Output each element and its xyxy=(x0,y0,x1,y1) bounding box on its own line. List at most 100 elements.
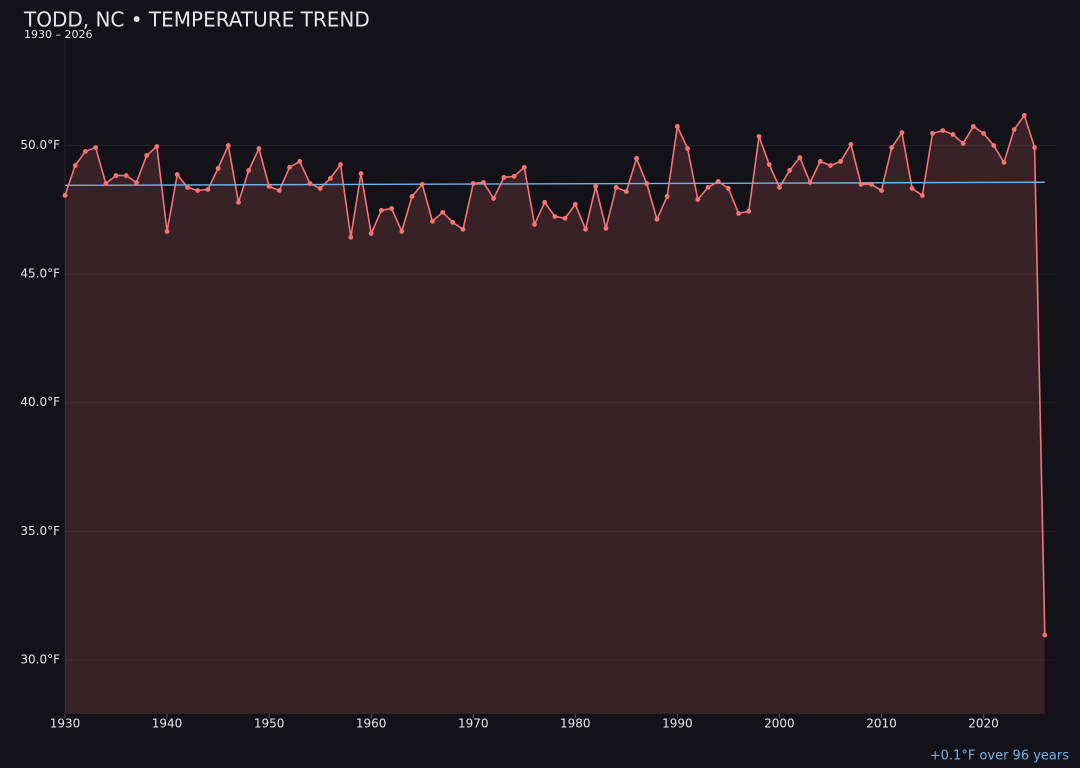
point xyxy=(134,180,139,185)
point xyxy=(613,185,619,190)
point xyxy=(603,225,609,231)
point xyxy=(470,181,476,186)
point xyxy=(154,144,160,149)
point xyxy=(930,130,935,136)
point xyxy=(62,192,68,198)
point xyxy=(838,159,844,164)
point xyxy=(960,141,966,146)
x-tick-label: 1950 xyxy=(254,717,285,731)
point xyxy=(797,155,803,160)
point xyxy=(623,189,629,194)
point xyxy=(1021,112,1027,118)
point xyxy=(378,207,384,213)
point xyxy=(685,146,690,151)
point xyxy=(368,231,374,236)
point xyxy=(991,143,997,148)
point xyxy=(919,192,925,198)
x-tick-label: 1960 xyxy=(356,717,387,731)
point xyxy=(736,210,742,216)
point xyxy=(205,187,211,192)
area xyxy=(65,115,1045,714)
point xyxy=(1001,160,1007,165)
point xyxy=(868,181,874,187)
x-tick-label: 2020 xyxy=(968,717,999,731)
point xyxy=(562,215,568,221)
point xyxy=(317,186,323,191)
point xyxy=(266,183,272,189)
point xyxy=(440,209,446,215)
point xyxy=(174,172,180,177)
x-tick-label: 1970 xyxy=(458,717,489,731)
point xyxy=(409,194,415,199)
point xyxy=(909,186,915,191)
point xyxy=(389,206,394,211)
x-tick-label: 2010 xyxy=(866,717,897,731)
point xyxy=(644,181,650,186)
point xyxy=(358,171,364,176)
point xyxy=(450,219,456,225)
point xyxy=(899,130,905,136)
y-tick-label: 40.0°F xyxy=(20,395,60,409)
point xyxy=(654,216,660,222)
point xyxy=(236,199,241,205)
point xyxy=(491,196,497,201)
point xyxy=(399,228,405,234)
point xyxy=(746,208,752,214)
point xyxy=(113,173,119,178)
point xyxy=(715,179,721,184)
y-tick-label: 30.0°F xyxy=(20,652,60,666)
point xyxy=(889,145,895,150)
point xyxy=(940,128,946,133)
point xyxy=(1011,127,1017,132)
point xyxy=(828,163,833,168)
trend-annotation: +0.1°F over 96 years xyxy=(930,749,1069,764)
point xyxy=(981,130,986,136)
x-tick-label: 1980 xyxy=(560,717,591,731)
point xyxy=(705,185,711,190)
point xyxy=(542,199,548,205)
point xyxy=(307,181,313,186)
point xyxy=(103,181,109,186)
x-tick-label: 1940 xyxy=(152,717,183,731)
point xyxy=(858,181,864,187)
y-tick-label: 50.0°F xyxy=(20,138,60,152)
point xyxy=(430,218,435,224)
point xyxy=(1032,145,1037,150)
point xyxy=(787,168,793,173)
chart-title: TODD, NC • TEMPERATURE TREND xyxy=(23,8,370,32)
point xyxy=(766,162,772,167)
chart-subtitle: 1930 – 2026 xyxy=(24,28,92,41)
point xyxy=(225,143,231,148)
trend-line xyxy=(64,181,1045,187)
point xyxy=(664,194,670,199)
point xyxy=(593,183,599,189)
point xyxy=(583,226,588,232)
point xyxy=(511,173,517,179)
point xyxy=(950,132,956,137)
point xyxy=(185,185,190,190)
point xyxy=(93,145,99,150)
y-tick-label: 45.0°F xyxy=(20,267,60,281)
point xyxy=(83,148,88,154)
point xyxy=(807,180,813,185)
point xyxy=(72,163,78,168)
point xyxy=(338,162,343,167)
point xyxy=(144,153,150,158)
point xyxy=(297,159,303,164)
point xyxy=(521,164,527,170)
point xyxy=(215,165,221,171)
point xyxy=(572,201,578,207)
point xyxy=(276,188,282,193)
point xyxy=(419,181,425,187)
point xyxy=(348,234,354,240)
point xyxy=(195,188,201,193)
point xyxy=(848,142,854,147)
point xyxy=(879,188,884,193)
point xyxy=(552,214,558,219)
point xyxy=(256,146,262,151)
point xyxy=(287,164,292,170)
point xyxy=(501,174,507,180)
point xyxy=(246,168,252,173)
point xyxy=(634,155,639,161)
